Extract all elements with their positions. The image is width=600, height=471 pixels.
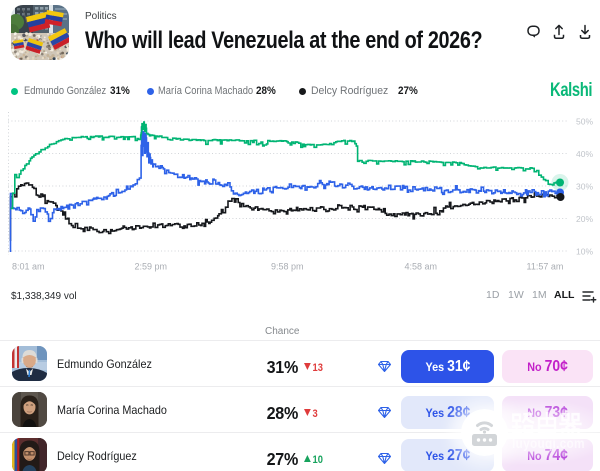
- svg-text:40%: 40%: [576, 149, 593, 159]
- svg-text:9:58 pm: 9:58 pm: [271, 262, 304, 272]
- svg-text:11:57 am: 11:57 am: [527, 262, 564, 272]
- svg-text:50%: 50%: [576, 117, 593, 127]
- svg-text:2:59 pm: 2:59 pm: [135, 262, 168, 272]
- svg-text:20%: 20%: [576, 214, 593, 224]
- svg-text:10%: 10%: [576, 247, 593, 257]
- svg-text:4:58 am: 4:58 am: [405, 262, 438, 272]
- svg-text:8:01 am: 8:01 am: [12, 262, 45, 272]
- svg-text:30%: 30%: [576, 182, 593, 192]
